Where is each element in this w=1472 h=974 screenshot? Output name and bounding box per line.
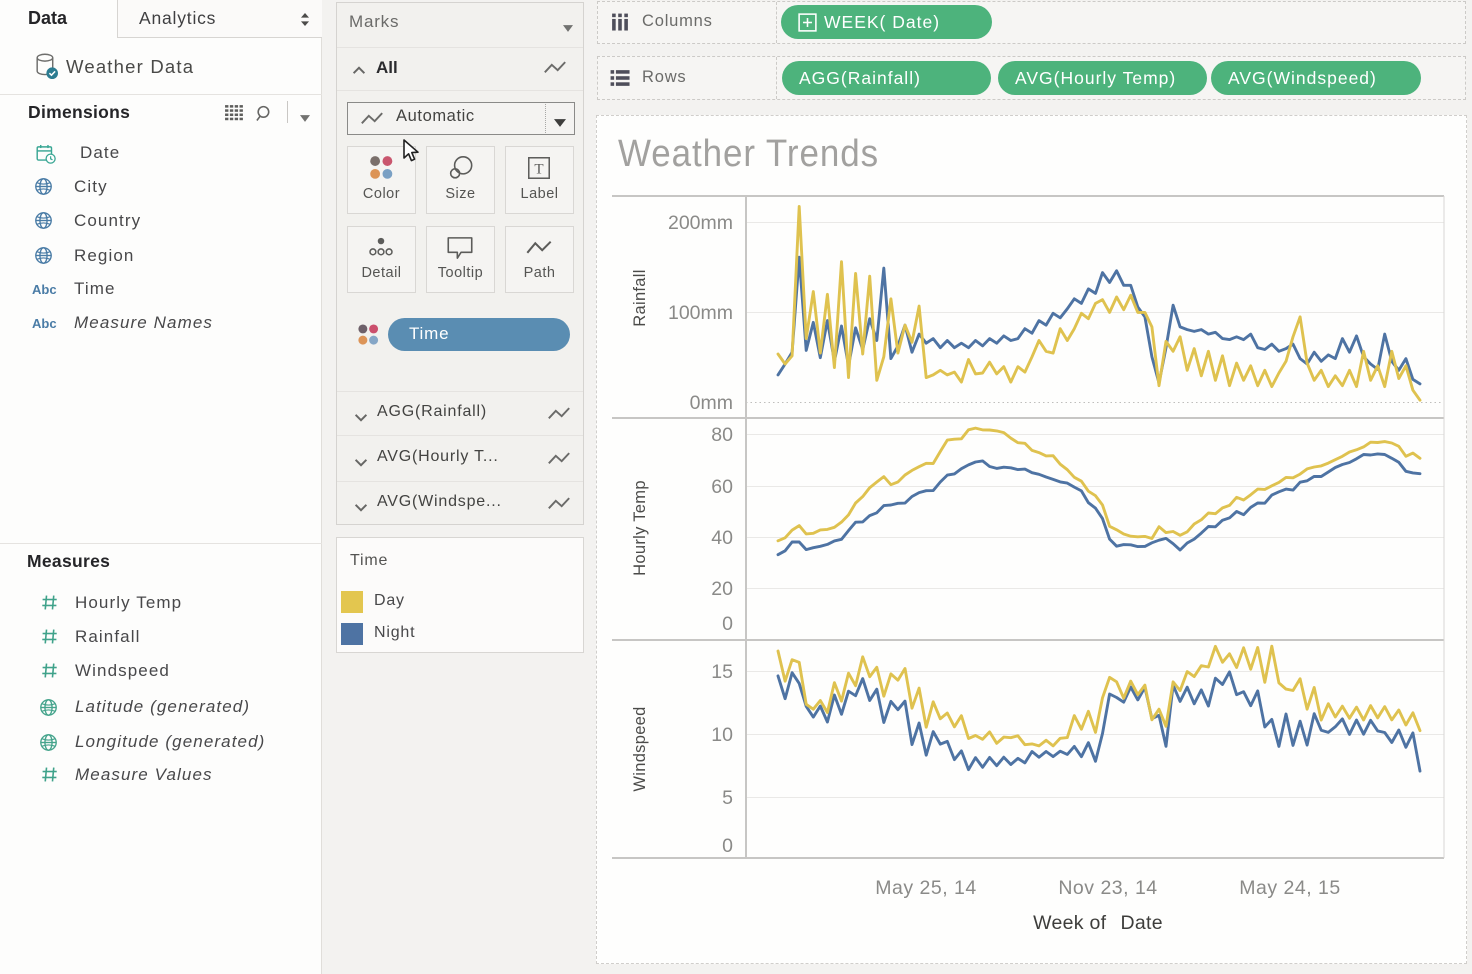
svg-text:Nov 23, 14: Nov 23, 14	[1058, 877, 1157, 899]
svg-text:10: 10	[711, 724, 733, 746]
svg-text:Week of Date: Week of Date	[1033, 912, 1163, 934]
svg-text:60: 60	[711, 476, 733, 498]
svg-text:May 25, 14: May 25, 14	[875, 877, 976, 899]
svg-text:0mm: 0mm	[690, 392, 733, 414]
svg-text:0: 0	[722, 613, 733, 635]
svg-text:Rainfall: Rainfall	[631, 269, 649, 326]
svg-text:0: 0	[722, 835, 733, 857]
svg-text:100mm: 100mm	[668, 302, 733, 324]
svg-text:20: 20	[711, 578, 733, 600]
svg-text:80: 80	[711, 424, 733, 446]
svg-text:40: 40	[711, 527, 733, 549]
svg-text:15: 15	[711, 661, 733, 683]
svg-text:Windspeed: Windspeed	[631, 706, 649, 791]
svg-text:T: T	[534, 162, 543, 178]
svg-text:May 24, 15: May 24, 15	[1239, 877, 1340, 899]
svg-text:Hourly Temp: Hourly Temp	[631, 480, 649, 576]
svg-text:200mm: 200mm	[668, 212, 733, 234]
svg-text:5: 5	[722, 787, 733, 809]
